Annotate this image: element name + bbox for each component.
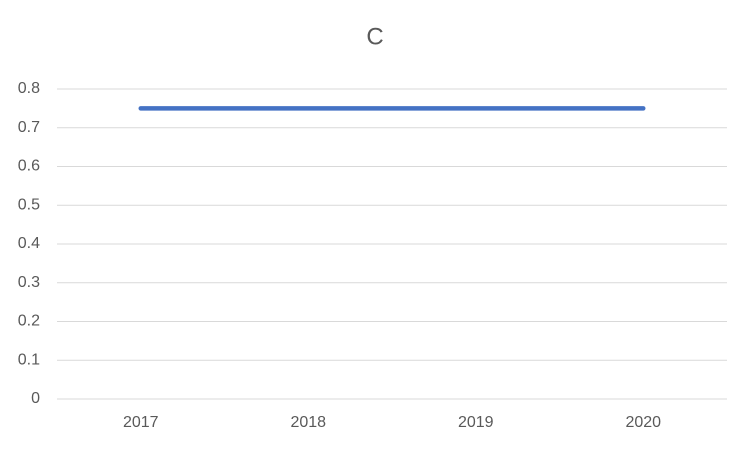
chart-title: C bbox=[366, 23, 383, 50]
y-tick-label: 0.3 bbox=[18, 274, 40, 291]
x-tick-label: 2017 bbox=[123, 414, 159, 431]
y-tick-label: 0.2 bbox=[18, 313, 40, 330]
y-tick-label: 0.5 bbox=[18, 196, 40, 213]
y-tick-label: 0.7 bbox=[18, 119, 40, 136]
y-tick-label: 0.8 bbox=[18, 80, 40, 97]
y-tick-label: 0.4 bbox=[18, 235, 40, 252]
x-tick-label: 2018 bbox=[290, 414, 326, 431]
x-tick-label: 2019 bbox=[458, 414, 494, 431]
y-tick-label: 0 bbox=[31, 390, 40, 407]
x-tick-label: 2020 bbox=[625, 414, 661, 431]
y-tick-label: 0.1 bbox=[18, 351, 40, 368]
y-tick-label: 0.6 bbox=[18, 158, 40, 175]
